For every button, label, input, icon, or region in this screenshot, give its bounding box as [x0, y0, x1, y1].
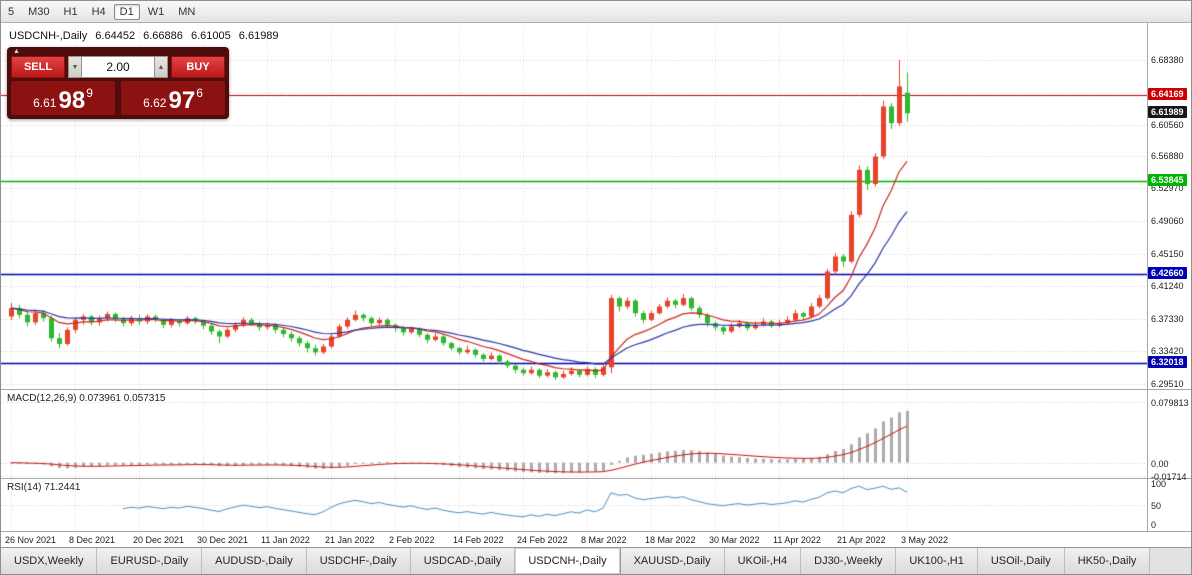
axis-tick-label: 6.52970 — [1151, 183, 1184, 193]
chart-tab-usdcad-daily[interactable]: USDCAD-,Daily — [410, 548, 516, 574]
chart-tab-usoil-daily[interactable]: USOil-,Daily — [977, 548, 1065, 574]
timeframe-button-d1[interactable]: D1 — [113, 3, 140, 20]
chart-tab-usdcnh-daily[interactable]: USDCNH-,Daily — [515, 548, 621, 574]
date-tick-label: 14 Feb 2022 — [453, 535, 504, 545]
timeframe-button-h1[interactable]: H1 — [63, 5, 78, 18]
price-marker-label: 6.42660 — [1148, 267, 1187, 279]
chart-tab-ukoil-h4[interactable]: UKOil-,H4 — [724, 548, 802, 574]
date-tick-label: 26 Nov 2021 — [5, 535, 57, 545]
chart-tab-hk50-daily[interactable]: HK50-,Daily — [1064, 548, 1151, 574]
date-tick-label: 18 Mar 2022 — [645, 535, 696, 545]
rsi-canvas[interactable] — [1, 479, 1147, 531]
macd-indicator-label: MACD(12,26,9) 0.073961 0.057315 — [7, 393, 166, 404]
sell-button[interactable]: SELL — [11, 56, 65, 78]
price-axis-border — [1147, 23, 1148, 532]
date-tick-label: 3 May 2022 — [901, 535, 949, 545]
chart-tab-eurusd-daily[interactable]: EURUSD-,Daily — [97, 548, 203, 574]
date-tick-label: 8 Dec 2021 — [69, 535, 116, 545]
axis-tick-label: 6.45150 — [1151, 249, 1184, 259]
axis-tick-label: 6.29510 — [1151, 379, 1184, 389]
volume-decrease-icon[interactable]: ▼ — [68, 56, 82, 78]
buy-price-display[interactable]: 6.62 97 6 — [121, 81, 225, 115]
chart-ohlc-header: USDCNH-,Daily 6.64452 6.66886 6.61005 6.… — [9, 30, 279, 42]
sell-price-display[interactable]: 6.61 98 9 — [11, 81, 115, 115]
axis-tick-label: 6.41240 — [1151, 281, 1184, 291]
chart-area[interactable]: 26 Nov 2021 8 Dec 2021 20 Dec 2021 30 Dec 2… — [1, 23, 1191, 549]
date-tick-label: 21 Jan 2022 — [325, 535, 375, 545]
high-value: 6.66886 — [143, 30, 183, 42]
axis-tick-label: 0.079813 — [1151, 398, 1189, 408]
axis-tick-label: -0.01714 — [1151, 472, 1187, 482]
collapse-triangle-icon[interactable]: ▲ — [13, 48, 20, 55]
axis-tick-label: 0 — [1151, 520, 1157, 530]
volume-stepper[interactable]: ▼ 2.00 ▲ — [68, 56, 168, 78]
date-tick-label: 8 Mar 2022 — [581, 535, 627, 545]
chart-tab-bar: USDX,Weekly EURUSD-,Daily AUDUSD-,Daily USD… — [1, 547, 1191, 574]
axis-tick-label: 100 — [1151, 479, 1167, 489]
axis-tick-label: 6.56880 — [1151, 151, 1184, 161]
axis-tick-label: 6.33420 — [1151, 346, 1184, 356]
date-tick-label: 20 Dec 2021 — [133, 535, 185, 545]
open-value: 6.64452 — [95, 30, 136, 42]
pane-separator[interactable] — [1, 389, 1191, 390]
date-tick-label: 2 Feb 2022 — [389, 535, 435, 545]
pane-separator — [1, 531, 1191, 532]
date-tick-label: 30 Dec 2021 — [197, 535, 249, 545]
rsi-indicator-label: RSI(14) 71.2441 — [7, 482, 81, 493]
symbol-label: USDCNH-,Daily — [9, 30, 88, 42]
price-marker-label: 6.53845 — [1148, 174, 1187, 186]
date-tick-label: 11 Jan 2022 — [261, 535, 310, 545]
volume-value[interactable]: 2.00 — [82, 56, 154, 78]
date-tick-label: 24 Feb 2022 — [517, 535, 568, 545]
pane-separator[interactable] — [1, 478, 1191, 479]
close-value: 6.61989 — [238, 30, 279, 42]
volume-increase-icon[interactable]: ▲ — [154, 56, 168, 78]
low-value: 6.61005 — [190, 30, 231, 42]
timeframe-button-m30[interactable]: M30 — [28, 5, 50, 18]
axis-tick-label: 50 — [1151, 501, 1162, 511]
chart-tab-dj30-weekly[interactable]: DJ30-,Weekly — [801, 548, 897, 574]
buy-button[interactable]: BUY — [171, 56, 225, 78]
date-tick-label: 11 Apr 2022 — [773, 535, 821, 545]
chart-tab-uk100-h1[interactable]: UK100-,H1 — [896, 548, 978, 574]
chart-tab-usdx-weekly[interactable]: USDX,Weekly — [1, 548, 98, 574]
date-tick-label: 30 Mar 2022 — [709, 535, 760, 545]
price-marker-label: 6.64169 — [1148, 88, 1187, 100]
timeframe-toolbar: 5 M30 H1 H4 D1 W1 MN — [1, 1, 1191, 23]
macd-canvas[interactable] — [1, 390, 1147, 478]
timeframe-button-w1[interactable]: W1 — [147, 5, 165, 18]
axis-tick-label: 6.49060 — [1151, 216, 1184, 226]
axis-tick-label: 0.00 — [1151, 459, 1169, 469]
one-click-trading-panel: ▲ SELL ▼ 2.00 ▲ BUY 6.61 98 9 6.62 97 — [7, 47, 229, 119]
axis-tick-label: 6.60560 — [1151, 120, 1184, 130]
price-marker-label: 6.61989 — [1148, 106, 1187, 118]
timeframe-button-mn[interactable]: MN — [178, 5, 196, 18]
time-axis[interactable]: 26 Nov 2021 8 Dec 2021 20 Dec 2021 30 Dec 2… — [1, 532, 1191, 549]
axis-tick-label: 6.37330 — [1151, 314, 1184, 324]
timeframe-button-h4[interactable]: H4 — [91, 5, 106, 18]
timeframe-button-5[interactable]: 5 — [8, 5, 15, 18]
price-marker-label: 6.32018 — [1148, 356, 1187, 368]
chart-tab-xauusd-daily[interactable]: XAUUSD-,Daily — [620, 548, 725, 574]
date-tick-label: 21 Apr 2022 — [837, 535, 886, 545]
chart-tab-usdchf-daily[interactable]: USDCHF-,Daily — [306, 548, 411, 574]
chart-tab-audusd-daily[interactable]: AUDUSD-,Daily — [202, 548, 307, 574]
axis-tick-label: 6.68380 — [1151, 55, 1184, 65]
